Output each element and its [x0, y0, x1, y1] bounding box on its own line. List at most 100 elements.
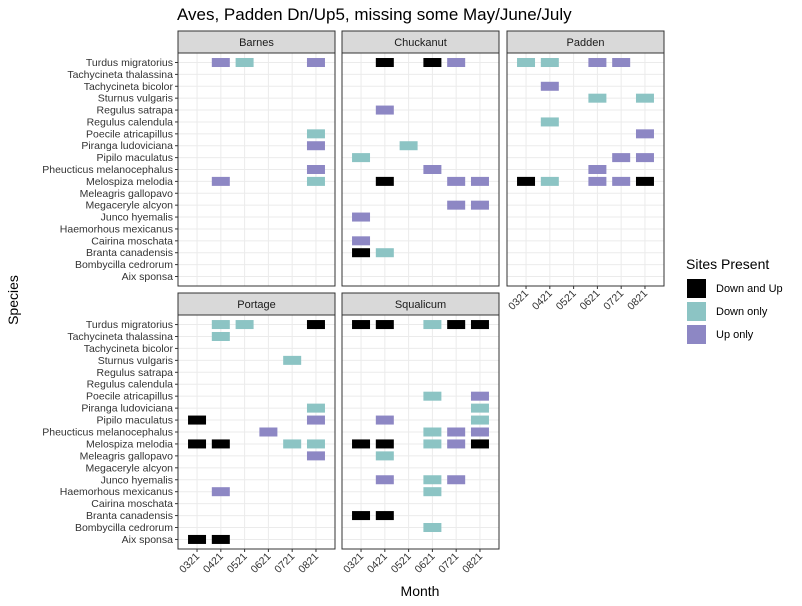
- tile-squalicum-meleagris-gallopavo-0421: [375, 451, 394, 461]
- y-tick-label: Junco hyemalis: [101, 212, 173, 224]
- y-tick-label: Haemorhous mexicanus: [60, 486, 173, 498]
- tile-portage-melospiza-melodia-0821: [306, 439, 325, 449]
- tile-squalicum-turdus-migratorius-0821: [470, 320, 489, 330]
- y-tick-label: Pipilo maculatus: [97, 152, 173, 164]
- tile-chuckanut-piranga-ludoviciana-0521: [399, 141, 418, 151]
- y-axis-title: Species: [5, 275, 21, 325]
- x-tick-label: 0321: [506, 288, 531, 313]
- y-tick-label: Poecile atricapillus: [86, 391, 173, 403]
- tile-squalicum-piranga-ludoviciana-0821: [470, 403, 489, 413]
- tile-padden-tachycineta-bicolor-0421: [540, 81, 559, 91]
- tile-padden-melospiza-melodia-0621: [588, 176, 607, 186]
- legend-title: Sites Present: [686, 256, 769, 272]
- tile-chuckanut-megaceryle-alcyon-0821: [470, 200, 489, 210]
- tile-padden-sturnus-vulgaris-0821: [635, 93, 654, 103]
- x-tick-label: 0521: [225, 551, 250, 576]
- tile-squalicum-branta-canadensis-0421: [375, 511, 394, 521]
- y-tick-label: Regulus calendula: [87, 379, 174, 391]
- panel-border: [341, 314, 500, 550]
- tile-barnes-melospiza-melodia-0421: [211, 176, 230, 186]
- tile-chuckanut-pheucticus-melanocephalus-0621: [423, 165, 442, 174]
- facet-strip-label: Squalicum: [395, 299, 446, 311]
- tile-barnes-poecile-atricapillus-0821: [306, 129, 325, 139]
- y-tick-label: Pheucticus melanocephalus: [42, 427, 173, 439]
- x-tick-label: 0321: [177, 551, 202, 576]
- facet-strip-label: Barnes: [239, 37, 274, 49]
- tile-portage-tachycineta-thalassina-0421: [211, 331, 230, 341]
- facet-strip-label: Padden: [567, 37, 605, 49]
- tile-portage-melospiza-melodia-0721: [283, 439, 302, 449]
- tile-squalicum-melospiza-melodia-0621: [423, 439, 442, 449]
- y-tick-label: Tachycineta bicolor: [84, 81, 174, 93]
- x-tick-label: 0421: [201, 551, 226, 576]
- tile-squalicum-branta-canadensis-0321: [352, 511, 371, 521]
- y-tick-label: Branta canadensis: [86, 510, 173, 522]
- tile-barnes-melospiza-melodia-0821: [306, 176, 325, 186]
- y-tick-label: Melospiza melodia: [86, 176, 173, 188]
- y-tick-label: Cairina moschata: [91, 498, 173, 510]
- legend-key-both: [687, 279, 706, 298]
- y-tick-label: Junco hyemalis: [101, 474, 173, 486]
- y-tick-label: Tachycineta thalassina: [67, 331, 173, 343]
- y-tick-label: Cairina moschata: [91, 235, 173, 247]
- x-axis-title: Month: [401, 583, 440, 599]
- x-tick-label: 0821: [625, 288, 650, 313]
- tile-portage-pipilo-maculatus-0321: [188, 415, 207, 425]
- tile-barnes-turdus-migratorius-0821: [306, 58, 325, 68]
- x-tick-label: 0821: [296, 551, 321, 576]
- y-tick-label: Haemorhous mexicanus: [60, 223, 173, 235]
- y-tick-label: Piranga ludoviciana: [81, 140, 173, 152]
- tile-padden-turdus-migratorius-0421: [540, 58, 559, 68]
- x-tick-label: 0421: [365, 551, 390, 576]
- x-tick-label: 0621: [249, 551, 274, 576]
- tile-chuckanut-branta-canadensis-0321: [352, 248, 371, 258]
- tile-squalicum-junco-hyemalis-0721: [447, 475, 466, 485]
- y-tick-label: Megaceryle alcyon: [85, 200, 173, 212]
- tile-chuckanut-regulus-satrapa-0421: [375, 105, 394, 115]
- tile-chuckanut-junco-hyemalis-0321: [352, 212, 371, 222]
- y-tick-label: Sturnus vulgaris: [98, 355, 173, 367]
- tile-padden-sturnus-vulgaris-0621: [588, 93, 607, 103]
- x-tick-label: 0721: [601, 288, 626, 313]
- tile-padden-turdus-migratorius-0621: [588, 58, 607, 68]
- tile-chuckanut-turdus-migratorius-0621: [423, 58, 442, 68]
- y-tick-label: Meleagris gallopavo: [80, 450, 174, 462]
- y-tick-label: Tachycineta bicolor: [84, 343, 174, 355]
- legend-label-down: Down only: [716, 306, 768, 318]
- tile-squalicum-poecile-atricapillus-0621: [423, 391, 442, 401]
- x-tick-label: 0721: [436, 551, 461, 576]
- tile-squalicum-turdus-migratorius-0621: [423, 320, 442, 330]
- tile-chuckanut-pipilo-maculatus-0321: [352, 153, 371, 163]
- y-tick-label: Turdus migratorius: [86, 319, 173, 331]
- tile-squalicum-junco-hyemalis-0621: [423, 475, 442, 485]
- tile-portage-turdus-migratorius-0521: [235, 320, 254, 330]
- y-tick-label: Aix sponsa: [122, 271, 174, 283]
- tile-squalicum-pipilo-maculatus-0421: [375, 415, 394, 425]
- x-tick-label: 0821: [460, 551, 485, 576]
- tile-portage-turdus-migratorius-0821: [306, 320, 325, 330]
- tile-squalicum-turdus-migratorius-0421: [375, 320, 394, 330]
- tile-padden-melospiza-melodia-0321: [517, 176, 536, 186]
- tile-squalicum-turdus-migratorius-0721: [447, 320, 466, 330]
- y-tick-label: Aix sponsa: [122, 534, 174, 546]
- y-tick-label: Sturnus vulgaris: [98, 93, 173, 105]
- tile-chuckanut-melospiza-melodia-0721: [447, 176, 466, 186]
- tile-padden-pipilo-maculatus-0721: [612, 153, 631, 163]
- x-tick-label: 0521: [389, 551, 414, 576]
- legend: Sites Present Down and Up Down only Up onl…: [686, 256, 783, 344]
- tile-padden-poecile-atricapillus-0821: [635, 129, 654, 139]
- x-tick-label: 0621: [578, 288, 603, 313]
- tile-squalicum-junco-hyemalis-0421: [375, 475, 394, 485]
- tile-chuckanut-megaceryle-alcyon-0721: [447, 200, 466, 210]
- tile-padden-melospiza-melodia-0721: [612, 176, 631, 186]
- tile-barnes-pheucticus-melanocephalus-0821: [306, 165, 325, 174]
- tile-padden-pheucticus-melanocephalus-0621: [588, 165, 607, 174]
- tile-portage-pheucticus-melanocephalus-0621: [259, 427, 278, 437]
- tile-squalicum-pheucticus-melanocephalus-0821: [470, 427, 489, 437]
- facet-strip-label: Portage: [237, 299, 276, 311]
- y-tick-label: Tachycineta thalassina: [67, 69, 173, 81]
